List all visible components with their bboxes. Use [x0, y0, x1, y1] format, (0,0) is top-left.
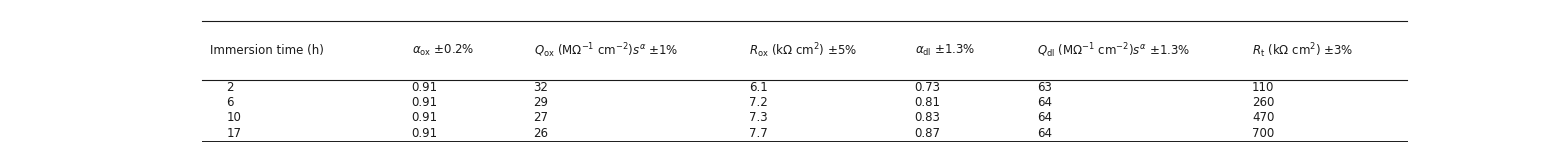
Text: 32: 32 [534, 81, 548, 94]
Text: 700: 700 [1251, 127, 1275, 140]
Text: 7.3: 7.3 [749, 111, 767, 124]
Text: 64: 64 [1037, 111, 1052, 124]
Text: $\alpha_{\mathrm{dl}}$ ±1.3%: $\alpha_{\mathrm{dl}}$ ±1.3% [915, 43, 976, 58]
Text: 64: 64 [1037, 127, 1052, 140]
Text: 0.87: 0.87 [915, 127, 941, 140]
Text: $R_{\mathrm{ox}}$ (kΩ cm$^{2}$) ±5%: $R_{\mathrm{ox}}$ (kΩ cm$^{2}$) ±5% [749, 41, 857, 60]
Text: 0.91: 0.91 [412, 111, 437, 124]
Text: Immersion time (h): Immersion time (h) [210, 44, 324, 57]
Text: 29: 29 [534, 96, 548, 109]
Text: 470: 470 [1251, 111, 1275, 124]
Text: 2: 2 [227, 81, 233, 94]
Text: 63: 63 [1037, 81, 1052, 94]
Text: 0.91: 0.91 [412, 96, 437, 109]
Text: $Q_{\mathrm{dl}}$ (MΩ$^{-1}$ cm$^{-2}$)$s^{\alpha}$ ±1.3%: $Q_{\mathrm{dl}}$ (MΩ$^{-1}$ cm$^{-2}$)$… [1037, 41, 1190, 60]
Text: 7.7: 7.7 [749, 127, 767, 140]
Text: 0.73: 0.73 [915, 81, 941, 94]
Text: 0.83: 0.83 [915, 111, 941, 124]
Text: $R_{\mathrm{t}}$ (kΩ cm$^{2}$) ±3%: $R_{\mathrm{t}}$ (kΩ cm$^{2}$) ±3% [1251, 41, 1353, 60]
Text: 0.91: 0.91 [412, 81, 437, 94]
Text: 0.91: 0.91 [412, 127, 437, 140]
Text: 27: 27 [534, 111, 548, 124]
Text: 6: 6 [227, 96, 233, 109]
Text: 26: 26 [534, 127, 548, 140]
Text: $Q_{\mathrm{ox}}$ (MΩ$^{-1}$ cm$^{-2}$)$s^{\alpha}$ ±1%: $Q_{\mathrm{ox}}$ (MΩ$^{-1}$ cm$^{-2}$)$… [534, 41, 678, 60]
Text: 64: 64 [1037, 96, 1052, 109]
Text: 7.2: 7.2 [749, 96, 767, 109]
Text: 10: 10 [227, 111, 241, 124]
Text: 260: 260 [1251, 96, 1275, 109]
Text: 110: 110 [1251, 81, 1275, 94]
Text: 17: 17 [227, 127, 241, 140]
Text: $\alpha_{\mathrm{ox}}$ ±0.2%: $\alpha_{\mathrm{ox}}$ ±0.2% [412, 43, 473, 58]
Text: 6.1: 6.1 [749, 81, 767, 94]
Text: 0.81: 0.81 [915, 96, 941, 109]
